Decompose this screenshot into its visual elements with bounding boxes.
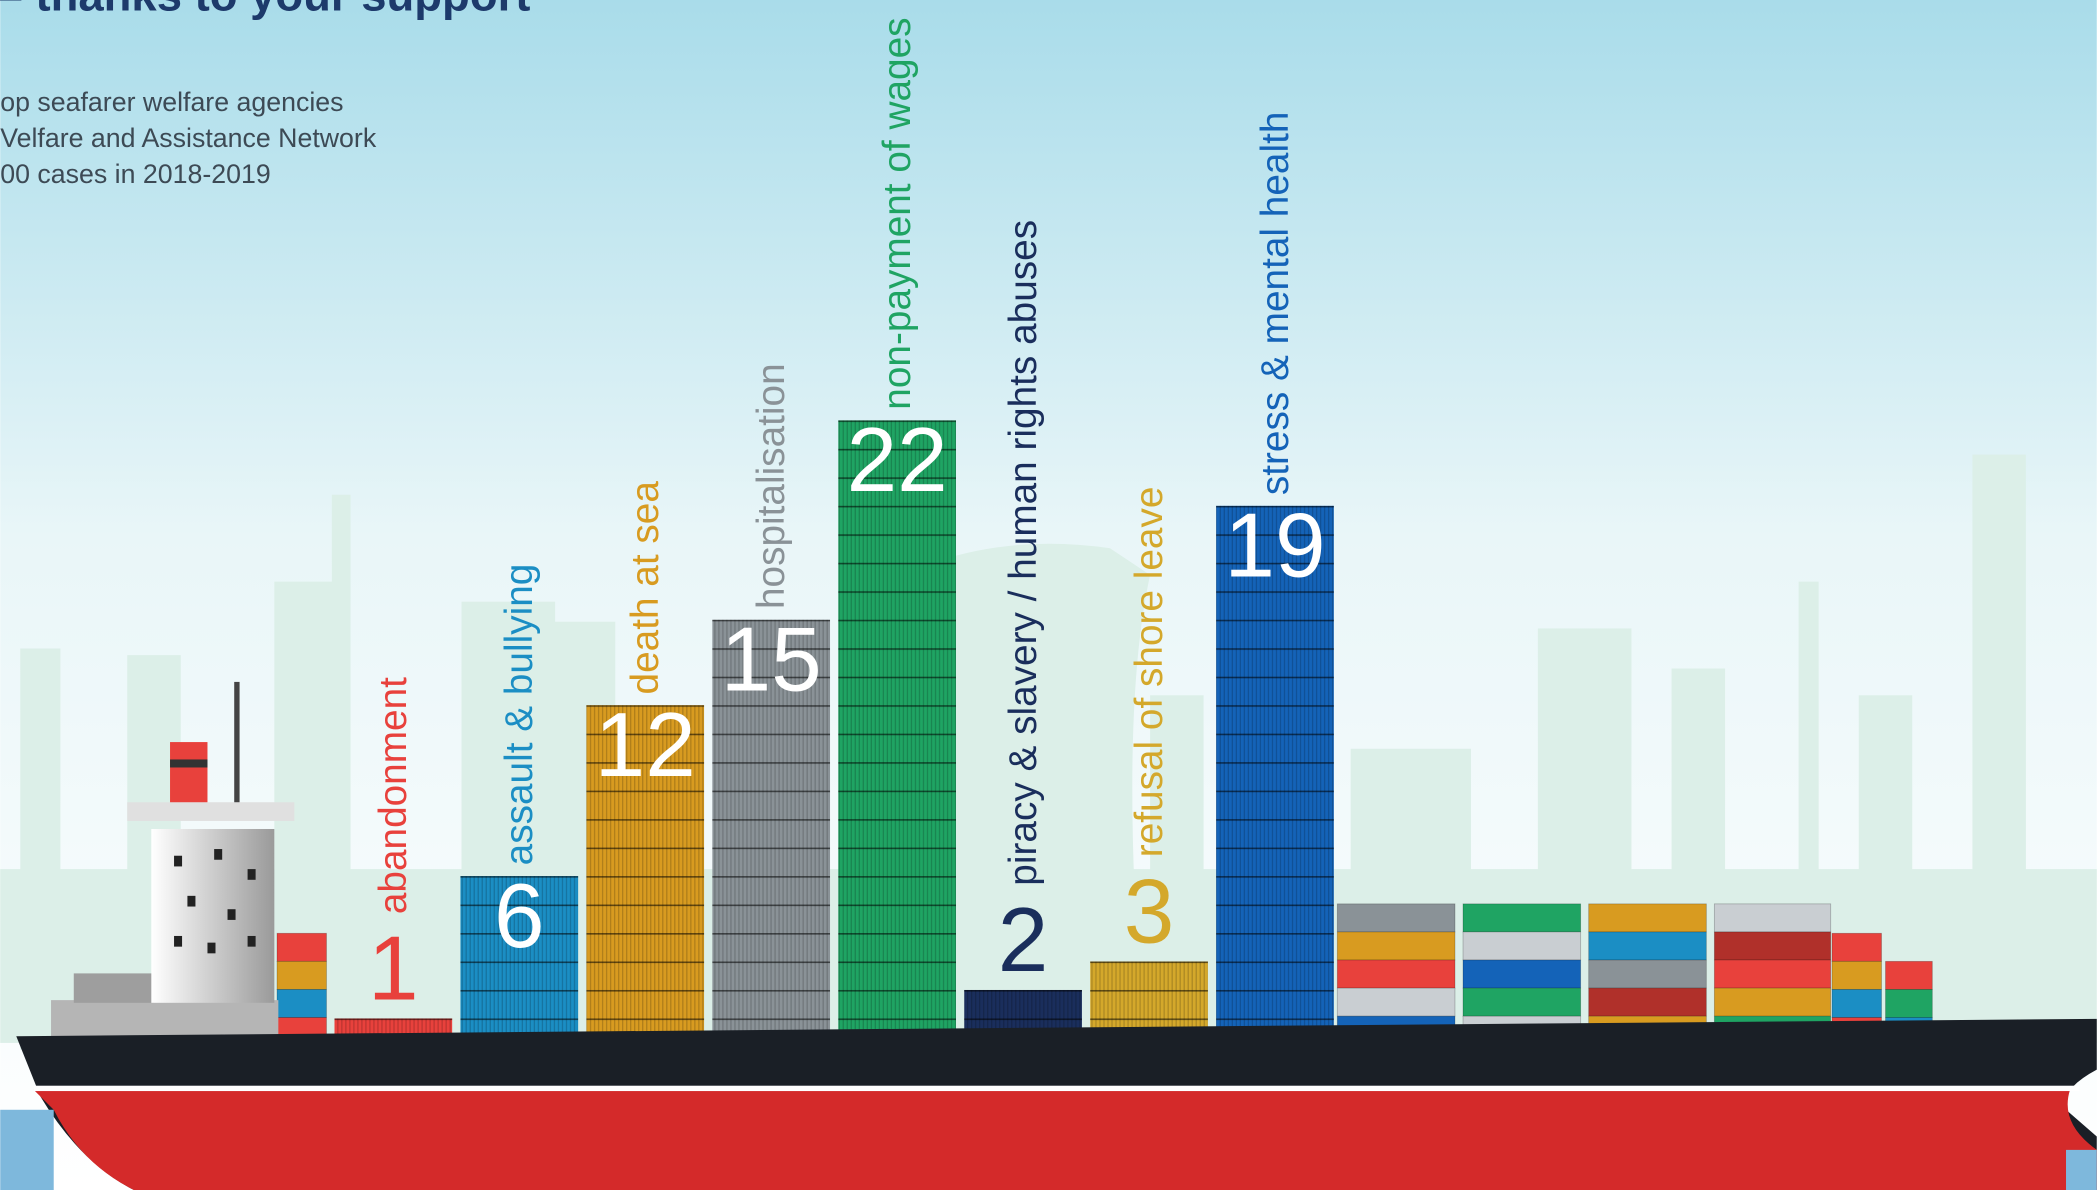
sea: [2066, 1150, 2097, 1190]
value-label: 22: [847, 410, 948, 511]
category-label: abandonment: [372, 677, 415, 914]
category-label: death at sea: [624, 481, 667, 695]
sea: [0, 1110, 53, 1190]
infographic: – thanks to your support op seafarer wel…: [0, 0, 2097, 1190]
category-label: piracy & slavery / human rights abuses: [1002, 220, 1045, 886]
title: – thanks to your support: [0, 0, 530, 21]
page: – thanks to your support op seafarer wel…: [0, 0, 2097, 1190]
value-label: 3: [1124, 862, 1175, 963]
category-label: non-payment of wages: [876, 17, 919, 409]
value-label: 1: [368, 919, 419, 1020]
value-label: 12: [595, 695, 696, 796]
subtitle-line: op seafarer welfare agencies: [0, 87, 343, 117]
value-label: 2: [998, 890, 1049, 991]
category-label: hospitalisation: [750, 363, 793, 609]
value-label: 19: [1224, 496, 1325, 597]
value-label: 15: [721, 610, 822, 711]
subtitle-line: 00 cases in 2018-2019: [0, 159, 271, 189]
subtitle-line: Velfare and Assistance Network: [0, 123, 377, 153]
category-label: refusal of shore leave: [1128, 487, 1171, 858]
value-label: 6: [494, 866, 545, 967]
bar-texture: [838, 420, 956, 1047]
category-label: assault & bullying: [498, 564, 541, 866]
ship-hull: [0, 1019, 2097, 1190]
category-label: stress & mental health: [1254, 112, 1297, 496]
